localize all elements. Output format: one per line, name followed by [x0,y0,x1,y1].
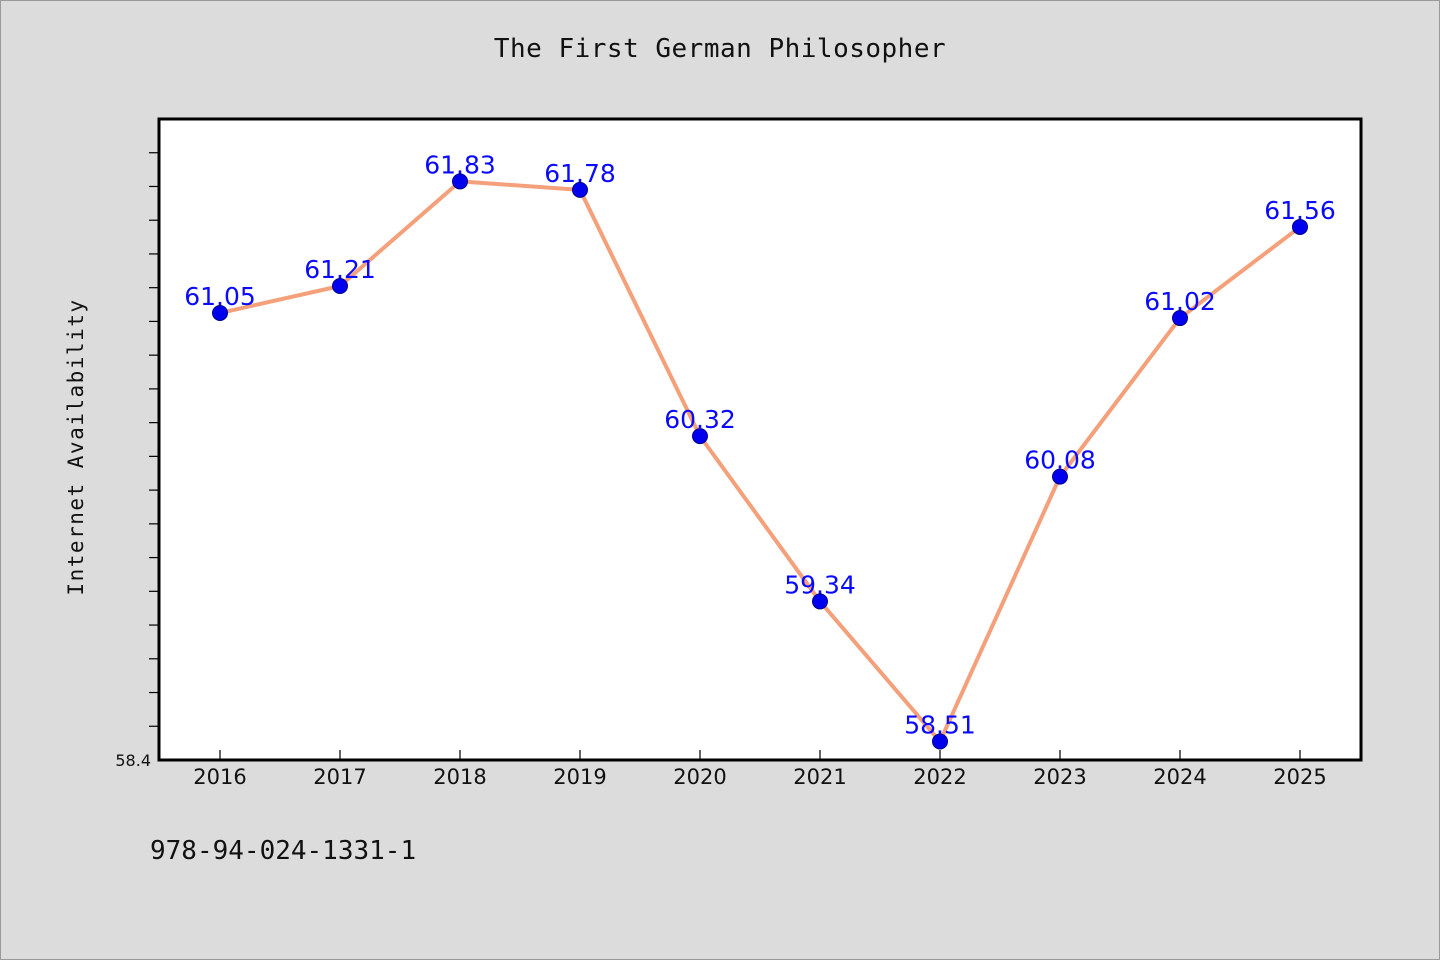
x-tick-label: 2023 [1033,765,1086,789]
data-label: 61.83 [424,150,496,179]
y-axis-ticks: 58.4 [115,152,159,770]
x-tick-label: 2020 [673,765,726,789]
isbn-text: 978-94-024-1331-1 [150,836,417,866]
data-point [1172,310,1188,327]
data-label: 60.08 [1024,446,1096,475]
series-layer [212,173,1308,750]
x-tick-label: 2018 [433,765,486,789]
data-point [932,733,948,750]
x-tick-label: 2016 [193,765,246,789]
x-tick-label: 2025 [1273,765,1326,789]
data-label: 61.78 [544,159,616,188]
data-label: 59.34 [784,570,856,599]
x-tick-label: 2024 [1153,765,1206,789]
data-label: 61.02 [1144,287,1216,316]
data-point [1292,218,1308,235]
plot-area [157,117,1363,762]
data-label: 58.51 [904,710,976,739]
data-point [1052,468,1068,485]
series-line [218,179,1302,744]
data-label: 61.05 [184,282,256,311]
y-tick-label: 58.4 [115,751,151,770]
data-point [812,593,828,610]
x-tick-label: 2019 [553,765,606,789]
data-point [212,304,228,321]
x-tick-label: 2017 [313,765,366,789]
data-label: 60.32 [664,405,736,434]
data-label: 61.56 [1264,196,1336,225]
data-point [452,173,468,190]
x-tick-label: 2021 [793,765,846,789]
data-label-layer: 61.05 61.21 61.83 61.78 60.32 59.34 58.51 60.08… [184,150,1336,739]
data-label: 61.21 [304,255,376,284]
data-point [572,181,588,198]
x-axis-ticks: 2016 2017 2018 2019 2020 2021 2022 2023 2024 2025 [193,750,1327,789]
data-point [692,428,708,445]
chart-title: The First German Philosopher [493,34,947,64]
data-point [332,277,348,294]
x-tick-label: 2022 [913,765,966,789]
